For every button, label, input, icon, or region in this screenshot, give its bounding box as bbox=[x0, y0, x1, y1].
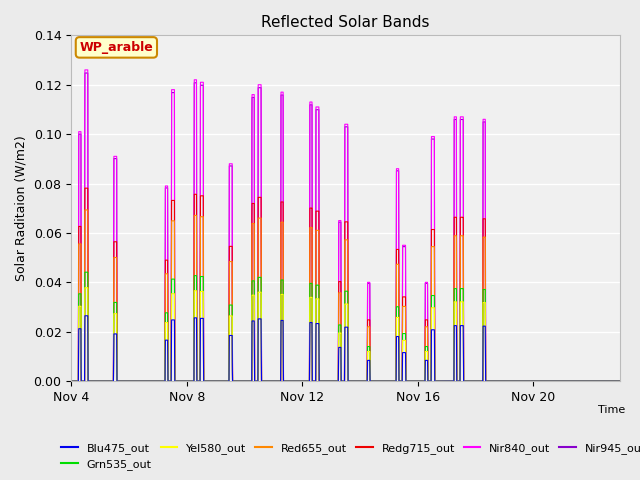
Nir840_out bbox=[200, 378, 208, 384]
Blu475_out bbox=[578, 378, 586, 384]
Yel580_out bbox=[257, 289, 264, 295]
Grn535_out bbox=[203, 378, 211, 384]
Nir840_out bbox=[257, 82, 264, 88]
Blu475_out bbox=[67, 378, 75, 384]
Nir945_out bbox=[571, 378, 579, 384]
Nir840_out bbox=[67, 378, 75, 384]
Line: Redg715_out: Redg715_out bbox=[71, 188, 620, 381]
Redg715_out bbox=[257, 194, 264, 200]
Yel580_out bbox=[67, 378, 75, 384]
Grn535_out bbox=[616, 378, 624, 384]
Blu475_out bbox=[81, 313, 88, 319]
Nir840_out bbox=[81, 67, 88, 73]
Yel580_out bbox=[81, 285, 88, 291]
Yel580_out bbox=[200, 378, 208, 384]
Red655_out bbox=[394, 262, 402, 267]
Yel580_out bbox=[616, 378, 624, 384]
Yel580_out bbox=[571, 378, 579, 384]
Line: Yel580_out: Yel580_out bbox=[71, 288, 620, 381]
Blu475_out bbox=[200, 378, 208, 384]
Red655_out bbox=[571, 378, 579, 384]
Nir945_out bbox=[200, 378, 208, 384]
Grn535_out bbox=[200, 378, 208, 384]
Line: Nir840_out: Nir840_out bbox=[71, 70, 620, 381]
Redg715_out bbox=[81, 185, 88, 191]
Redg715_out bbox=[394, 247, 402, 252]
Nir840_out bbox=[578, 378, 586, 384]
Grn535_out bbox=[571, 378, 579, 384]
Red655_out bbox=[578, 378, 586, 384]
Redg715_out bbox=[578, 378, 586, 384]
Nir945_out bbox=[67, 378, 75, 384]
Red655_out bbox=[203, 378, 211, 384]
Nir945_out bbox=[81, 70, 88, 76]
Grn535_out bbox=[257, 275, 264, 280]
Nir840_out bbox=[203, 378, 211, 384]
Legend: Blu475_out, Grn535_out, Yel580_out, Red655_out, Redg715_out, Nir840_out, Nir945_: Blu475_out, Grn535_out, Yel580_out, Red6… bbox=[57, 438, 640, 474]
Grn535_out bbox=[81, 269, 88, 275]
Red655_out bbox=[200, 378, 208, 384]
Nir945_out bbox=[203, 378, 211, 384]
Nir840_out bbox=[394, 166, 402, 171]
Blu475_out bbox=[203, 378, 211, 384]
Blu475_out bbox=[257, 316, 264, 322]
Text: WP_arable: WP_arable bbox=[79, 41, 153, 54]
Nir945_out bbox=[257, 85, 264, 91]
Y-axis label: Solar Raditaion (W/m2): Solar Raditaion (W/m2) bbox=[15, 135, 28, 281]
Blu475_out bbox=[616, 378, 624, 384]
Red655_out bbox=[257, 215, 264, 221]
Redg715_out bbox=[67, 378, 75, 384]
Red655_out bbox=[81, 207, 88, 213]
Grn535_out bbox=[394, 304, 402, 310]
Grn535_out bbox=[578, 378, 586, 384]
Yel580_out bbox=[394, 314, 402, 320]
Line: Nir945_out: Nir945_out bbox=[71, 73, 620, 381]
Redg715_out bbox=[200, 378, 208, 384]
Grn535_out bbox=[67, 378, 75, 384]
Redg715_out bbox=[616, 378, 624, 384]
Yel580_out bbox=[203, 378, 211, 384]
Line: Grn535_out: Grn535_out bbox=[71, 272, 620, 381]
Line: Red655_out: Red655_out bbox=[71, 210, 620, 381]
Line: Blu475_out: Blu475_out bbox=[71, 316, 620, 381]
Nir840_out bbox=[616, 378, 624, 384]
Blu475_out bbox=[571, 378, 579, 384]
Blu475_out bbox=[394, 334, 402, 339]
Nir945_out bbox=[578, 378, 586, 384]
Redg715_out bbox=[571, 378, 579, 384]
Nir945_out bbox=[394, 168, 402, 174]
Red655_out bbox=[67, 378, 75, 384]
Nir840_out bbox=[571, 378, 579, 384]
Yel580_out bbox=[578, 378, 586, 384]
Red655_out bbox=[616, 378, 624, 384]
Title: Reflected Solar Bands: Reflected Solar Bands bbox=[261, 15, 430, 30]
Text: Time: Time bbox=[598, 405, 625, 415]
Redg715_out bbox=[203, 378, 211, 384]
Nir945_out bbox=[616, 378, 624, 384]
